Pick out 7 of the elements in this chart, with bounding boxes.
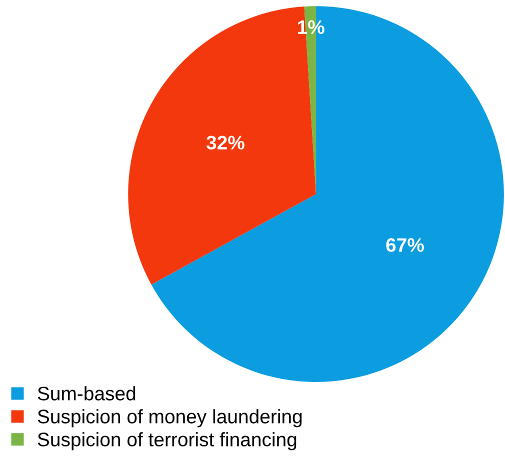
legend-label: Suspicion of terrorist financing	[38, 432, 296, 450]
legend-label: Suspicion of money laundering	[38, 409, 302, 428]
data-label: 1%	[298, 20, 324, 34]
data-label: 32%	[206, 136, 244, 150]
legend-label: Sum-based	[38, 386, 136, 400]
pie-slice	[151, 6, 504, 382]
data-label: 67%	[386, 238, 424, 252]
